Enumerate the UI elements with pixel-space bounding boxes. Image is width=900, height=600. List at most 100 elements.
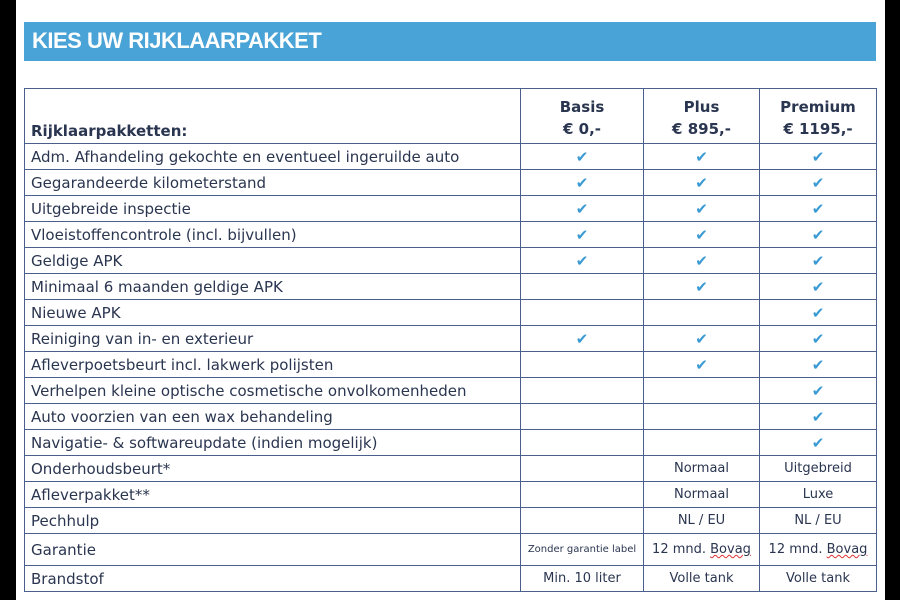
table-row: Gegarandeerde kilometerstand ✔ ✔ ✔	[24, 169, 877, 196]
check-icon: ✔	[695, 277, 708, 296]
cell-basis	[520, 481, 644, 508]
cell-basis: ✔	[520, 325, 644, 352]
cell-basis: ✔	[520, 169, 644, 196]
cell-value: Uitgebreid	[784, 461, 852, 476]
cell-value: Volle tank	[669, 571, 734, 586]
row-label: Reiniging van in- en exterieur	[24, 325, 521, 352]
cell-premium: ✔	[759, 429, 877, 456]
cell-plus: ✔	[643, 273, 760, 300]
cell-value: NL / EU	[677, 513, 726, 528]
check-icon: ✔	[695, 329, 708, 348]
check-icon: ✔	[695, 147, 708, 166]
check-icon: ✔	[695, 251, 708, 270]
row-label: Navigatie- & softwareupdate (indien moge…	[24, 429, 521, 456]
check-icon: ✔	[811, 147, 825, 166]
cell-value: 12 mnd. Bovag	[652, 542, 751, 557]
row-label: Brandstof	[24, 565, 521, 592]
check-icon: ✔	[811, 173, 825, 192]
cell-plus	[643, 429, 760, 456]
cell-premium: ✔	[759, 221, 877, 248]
cell-premium: ✔	[759, 247, 877, 274]
check-icon: ✔	[575, 147, 589, 166]
table-row: Geldige APK ✔ ✔ ✔	[24, 247, 877, 274]
column-price: € 0,-	[562, 120, 602, 138]
check-icon: ✔	[695, 199, 708, 218]
row-label: Minimaal 6 maanden geldige APK	[24, 273, 521, 300]
check-icon: ✔	[811, 433, 825, 452]
row-label: Auto voorzien van een wax behandeling	[24, 403, 521, 430]
check-icon: ✔	[811, 225, 825, 244]
table-row: Afleverpakket** Normaal Luxe	[24, 481, 877, 508]
check-icon: ✔	[811, 251, 825, 270]
table-row: Uitgebreide inspectie ✔ ✔ ✔	[24, 195, 877, 222]
cell-premium: ✔	[759, 377, 877, 404]
cell-basis: ✔	[520, 247, 644, 274]
cell-plus: ✔	[643, 195, 760, 222]
package-comparison-table: Rijklaarpakketten: Basis € 0,- Plus € 895,…	[24, 88, 877, 592]
title-banner: KIES UW RIJKLAARPAKKET	[24, 22, 876, 61]
cell-plus: ✔	[643, 325, 760, 352]
check-icon: ✔	[575, 173, 589, 192]
column-price: € 1195,-	[783, 120, 853, 138]
spellcheck-word: Bovag	[710, 542, 751, 557]
cell-plus	[643, 299, 760, 326]
row-label: Geldige APK	[24, 247, 521, 274]
cell-value: Luxe	[802, 487, 834, 502]
cell-premium: ✔	[759, 403, 877, 430]
cell-plus: Volle tank	[643, 565, 760, 592]
table-row: Navigatie- & softwareupdate (indien moge…	[24, 429, 877, 456]
table-row: Onderhoudsbeurt* Normaal Uitgebreid	[24, 455, 877, 482]
table-row: Minimaal 6 maanden geldige APK ✔ ✔	[24, 273, 877, 300]
cell-basis	[520, 403, 644, 430]
column-plus: Plus € 895,-	[643, 88, 760, 144]
column-name: Plus	[683, 98, 720, 116]
cell-plus	[643, 403, 760, 430]
cell-basis: ✔	[520, 221, 644, 248]
cell-value: Min. 10 liter	[543, 571, 621, 586]
table-row: Brandstof Min. 10 liter Volle tank Volle ta…	[24, 565, 877, 592]
table-row: Reiniging van in- en exterieur ✔ ✔ ✔	[24, 325, 877, 352]
cell-plus: Normaal	[643, 481, 760, 508]
column-premium: Premium € 1195,-	[759, 88, 877, 144]
check-icon: ✔	[695, 173, 708, 192]
row-label: Adm. Afhandeling gekochte en eventueel i…	[24, 143, 521, 170]
cell-plus	[643, 377, 760, 404]
row-label: Afleverpoetsbeurt incl. lakwerk polijste…	[24, 351, 521, 378]
cell-plus: ✔	[643, 247, 760, 274]
table-row: Nieuwe APK ✔	[24, 299, 877, 326]
table-row: Auto voorzien van een wax behandeling ✔	[24, 403, 877, 430]
cell-premium: ✔	[759, 351, 877, 378]
cell-basis	[520, 377, 644, 404]
cell-plus: Normaal	[643, 455, 760, 482]
cell-plus: NL / EU	[643, 507, 760, 534]
table-row: Adm. Afhandeling gekochte en eventueel i…	[24, 143, 877, 170]
check-icon: ✔	[811, 355, 825, 374]
row-label: Gegarandeerde kilometerstand	[24, 169, 521, 196]
cell-premium: Volle tank	[759, 565, 877, 592]
row-label: Uitgebreide inspectie	[24, 195, 521, 222]
cell-value: Zonder garantie label	[527, 543, 637, 555]
table-row: Pechhulp NL / EU NL / EU	[24, 507, 877, 534]
cell-basis: ✔	[520, 143, 644, 170]
row-label: Nieuwe APK	[24, 299, 521, 326]
cell-value: 12 mnd. Bovag	[768, 542, 868, 557]
cell-plus: ✔	[643, 169, 760, 196]
cell-premium: ✔	[759, 143, 877, 170]
cell-basis	[520, 455, 644, 482]
cell-premium: 12 mnd. Bovag	[759, 533, 877, 566]
cell-premium: Uitgebreid	[759, 455, 877, 482]
cell-basis: Min. 10 liter	[520, 565, 644, 592]
cell-plus: ✔	[643, 221, 760, 248]
row-label: Onderhoudsbeurt*	[24, 455, 521, 482]
check-icon: ✔	[811, 381, 825, 400]
cell-premium: ✔	[759, 325, 877, 352]
row-label: Garantie	[24, 533, 521, 566]
cell-basis: Zonder garantie label	[520, 533, 644, 566]
column-name: Basis	[559, 98, 605, 116]
table-row: Garantie Zonder garantie label 12 mnd. Bov…	[24, 533, 877, 566]
cell-premium: Luxe	[759, 481, 877, 508]
cell-basis	[520, 429, 644, 456]
check-icon: ✔	[811, 329, 825, 348]
row-label: Afleverpakket**	[24, 481, 521, 508]
cell-basis: ✔	[520, 195, 644, 222]
